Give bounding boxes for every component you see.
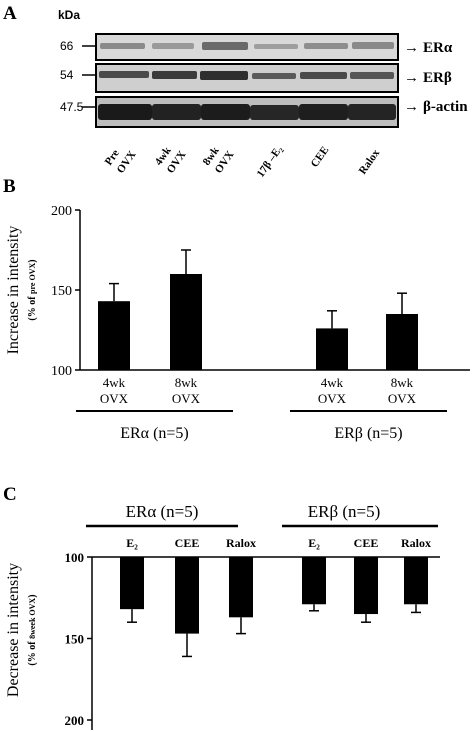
chart-b: 100 150 200 Increase in intensity (% of pre … (5, 204, 470, 442)
y-tick-label: 150 (51, 284, 72, 299)
bar (120, 557, 144, 610)
x-tick-label: 8wk (175, 375, 198, 390)
arrow-icon: → (404, 99, 419, 115)
x-tick-label: OVX (172, 391, 201, 406)
group-label: ERβ (n=5) (334, 425, 402, 442)
panel-a-letter: A (3, 3, 17, 24)
bar (404, 557, 428, 605)
arrow-icon: → (404, 70, 419, 86)
x-tick-label: CEE (175, 536, 200, 550)
lane-label-line1: 17β –E₂ (255, 143, 286, 180)
bar (354, 557, 378, 615)
blot-betaactin (95, 96, 399, 128)
bar (386, 314, 418, 370)
lane-label-line1: Ralox (357, 147, 383, 177)
mw-marker-47-5: 47.5 (60, 100, 84, 114)
y-tick-label: 100 (51, 364, 72, 379)
bar (302, 557, 326, 605)
band-label-betaactin: β-actin (423, 99, 468, 115)
band-label-erbeta: ERβ (423, 70, 452, 86)
x-tick-label: 4wk (321, 375, 344, 390)
x-tick-label: OVX (318, 391, 347, 406)
group-label: ERα (n=5) (126, 502, 199, 521)
y-tick-label: 200 (65, 713, 85, 728)
blot-erbeta (95, 63, 399, 93)
chart-c: 100 150 200 Decrease in intensity (% of 8wee… (5, 502, 440, 730)
lane-label-line1: CEE (309, 144, 332, 169)
kda-label: kDa (58, 8, 80, 22)
bar (229, 557, 253, 618)
y-axis-title: Decrease in intensity (5, 563, 22, 697)
arrow-icon: → (404, 40, 419, 56)
group-label: ERβ (n=5) (308, 502, 381, 521)
x-tick-label: Ralox (401, 536, 431, 550)
y-axis-title: Increase in intensity (5, 226, 22, 355)
y-tick-label: 100 (65, 550, 85, 565)
panel-b-letter: B (3, 176, 16, 197)
lane-labels: Pre OVX 4wk OVX 8wk OVX 17β –E₂ CEE Ralo… (103, 143, 383, 180)
bar (170, 274, 202, 370)
x-tick-label: 8wk (391, 375, 414, 390)
y-axis-subtitle: (% of pre OVX) (27, 259, 38, 320)
x-tick-label: OVX (100, 391, 129, 406)
panel-c-letter: C (3, 484, 17, 505)
y-tick-label: 200 (51, 204, 72, 219)
blot-eralpha (95, 33, 399, 61)
mw-marker-66: 66 (60, 39, 74, 53)
x-tick-label: OVX (388, 391, 417, 406)
bar (98, 301, 130, 370)
group-label: ERα (n=5) (120, 425, 189, 442)
x-tick-label: Ralox (226, 536, 256, 550)
mw-marker-54: 54 (60, 68, 74, 82)
x-tick-label: E₂ (126, 536, 138, 550)
bar (175, 557, 199, 634)
y-axis-subtitle: (% of 8week OVX) (27, 594, 38, 665)
x-tick-label: 4wk (103, 375, 126, 390)
band-label-eralpha: ERα (423, 40, 453, 56)
bar (316, 328, 348, 370)
y-tick-label: 150 (65, 632, 85, 647)
x-tick-label: CEE (354, 536, 379, 550)
x-tick-label: E₂ (308, 536, 320, 550)
